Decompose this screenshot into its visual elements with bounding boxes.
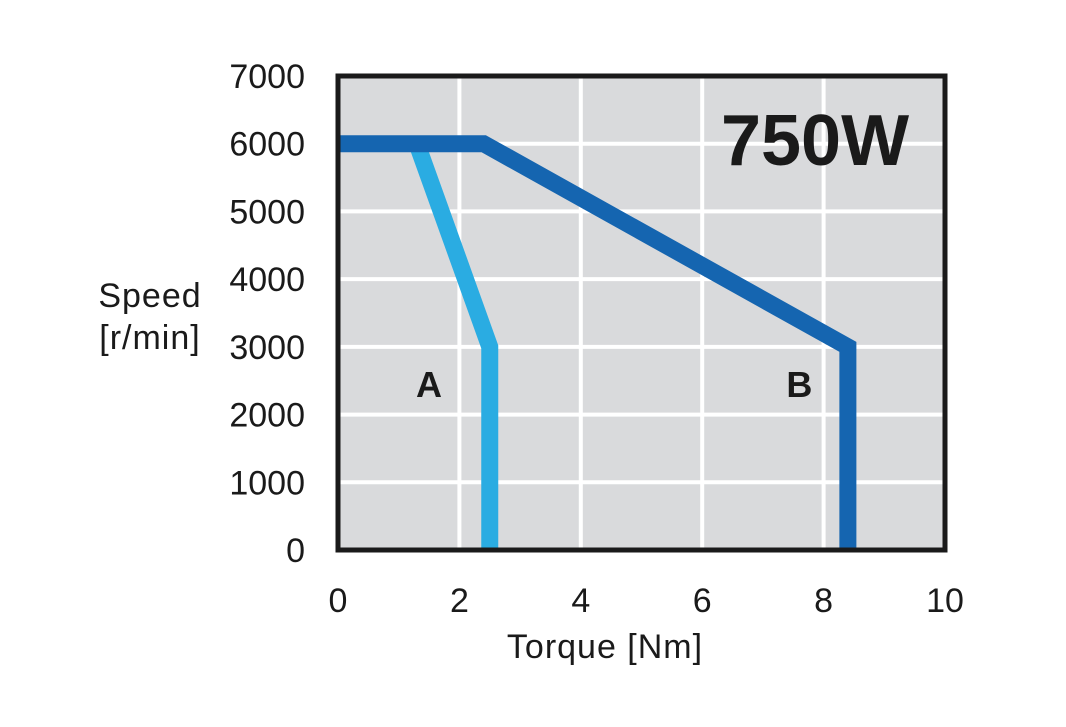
series-layer bbox=[338, 135, 857, 550]
y-tick-label: 6000 bbox=[229, 126, 305, 164]
y-tick-label: 0 bbox=[286, 532, 305, 570]
x-tick-label: 4 bbox=[571, 582, 590, 620]
x-tick-label: 10 bbox=[926, 582, 964, 620]
y-tick-label: 4000 bbox=[229, 261, 305, 299]
plot-frame bbox=[335, 73, 948, 553]
y-tick-label: 3000 bbox=[229, 329, 305, 367]
y-tick-label: 1000 bbox=[229, 464, 305, 502]
y-axis-label-line1: Speed bbox=[98, 277, 201, 315]
x-axis-label: Torque [Nm] bbox=[507, 628, 703, 666]
series-label-a: A bbox=[416, 364, 442, 405]
x-tick-label: 6 bbox=[693, 582, 712, 620]
series-line-b bbox=[338, 135, 857, 550]
x-tick-label: 8 bbox=[814, 582, 833, 620]
x-tick-label: 2 bbox=[450, 582, 469, 620]
y-axis-label-line2: [r/min] bbox=[99, 319, 200, 357]
series-label-b: B bbox=[786, 364, 812, 405]
x-tick-label: 0 bbox=[329, 582, 348, 620]
x-tick-labels: 0 2 4 6 8 10 bbox=[329, 582, 964, 620]
y-tick-label: 7000 bbox=[229, 58, 305, 96]
y-tick-label: 2000 bbox=[229, 397, 305, 435]
y-tick-label: 5000 bbox=[229, 193, 305, 231]
y-tick-labels: 0 1000 2000 3000 4000 5000 6000 7000 bbox=[229, 58, 305, 570]
series-line-a bbox=[408, 140, 499, 550]
chart-title: 750W bbox=[721, 101, 909, 181]
